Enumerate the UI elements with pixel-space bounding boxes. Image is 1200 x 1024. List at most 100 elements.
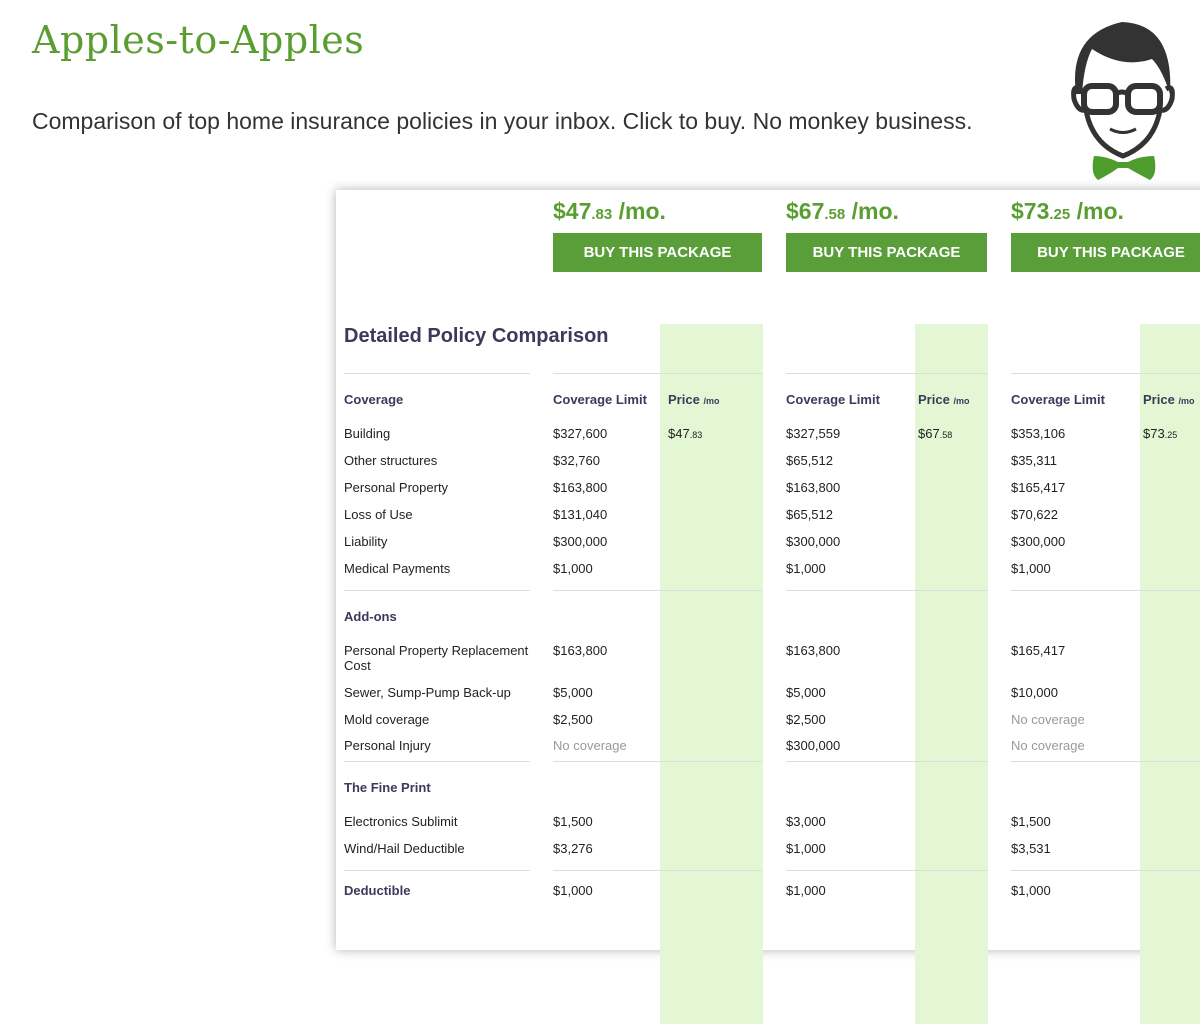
price-label: Price <box>668 392 700 407</box>
coverage-limit-value: $327,559 <box>786 426 841 441</box>
column-header-coverage-limit: Coverage Limit <box>553 392 647 407</box>
coverage-limit-value: $163,800 <box>786 643 841 658</box>
coverage-limit-value: $300,000 <box>1011 534 1066 549</box>
coverage-limit-value: $1,000 <box>786 883 826 898</box>
price-dollars: $73 <box>1011 198 1050 224</box>
divider <box>786 590 988 591</box>
divider <box>344 590 530 591</box>
row-label: Electronics Sublimit <box>344 814 458 829</box>
coverage-limit-value: $300,000 <box>786 738 841 753</box>
coverage-limit-value: $165,417 <box>1011 643 1066 658</box>
coverage-limit-value: $32,760 <box>553 453 600 468</box>
coverage-limit-value: $1,000 <box>786 841 826 856</box>
divider <box>553 373 763 374</box>
coverage-limit-value: $5,000 <box>553 685 593 700</box>
coverage-limit-value: $1,000 <box>786 561 826 576</box>
buy-package-button[interactable]: BUY THIS PACKAGE <box>1011 233 1200 272</box>
coverage-limit-value: $1,500 <box>553 814 593 829</box>
column-header-coverage-limit: Coverage Limit <box>786 392 880 407</box>
column-header-price: Price /mo <box>1143 392 1194 409</box>
price-unit: /mo <box>953 396 970 406</box>
monthly-price-value: $67.58 <box>918 426 952 443</box>
plan-price: $73.25 /mo. <box>1011 198 1124 225</box>
price-dollars: $47 <box>553 198 592 224</box>
page-title: Apples-to-Apples <box>32 18 365 62</box>
coverage-limit-value: $300,000 <box>786 534 841 549</box>
coverage-limit-value: $163,800 <box>553 643 608 658</box>
coverage-limit-value: $163,800 <box>786 480 841 495</box>
coverage-limit-value: $1,000 <box>553 883 593 898</box>
nerd-mascot-icon <box>1071 22 1175 180</box>
coverage-limit-value: $5,000 <box>786 685 826 700</box>
row-label: Personal Property Replacement Cost <box>344 643 529 673</box>
price-unit: /mo. <box>1070 198 1124 224</box>
divider <box>786 870 988 871</box>
price-cents: .25 <box>1049 206 1071 223</box>
page-subtitle: Comparison of top home insurance policie… <box>32 108 973 134</box>
price-unit: /mo. <box>845 198 899 224</box>
coverage-limit-value: $3,531 <box>1011 841 1051 856</box>
section-label: The Fine Print <box>344 780 431 795</box>
divider <box>1011 870 1200 871</box>
section-heading: Detailed Policy Comparison <box>344 325 609 347</box>
comparison-card: Detailed Policy Comparison $47.83 /mo. BU… <box>336 190 1200 1024</box>
section-label: Deductible <box>344 883 411 898</box>
divider <box>786 373 988 374</box>
coverage-limit-value: $1,000 <box>1011 883 1051 898</box>
row-label: Medical Payments <box>344 561 451 576</box>
monthly-price-value: $73.25 <box>1143 426 1177 443</box>
coverage-limit-value: $131,040 <box>553 507 608 522</box>
divider <box>1011 590 1200 591</box>
price-unit: /mo <box>1178 396 1195 406</box>
divider <box>344 870 530 871</box>
coverage-limit-value: $65,512 <box>786 453 833 468</box>
coverage-limit-value: $3,276 <box>553 841 593 856</box>
price-cents: .83 <box>591 206 613 223</box>
price-cents: .58 <box>824 206 846 223</box>
price-cents: .83 <box>689 430 703 440</box>
row-label: Sewer, Sump-Pump Back-up <box>344 685 511 700</box>
column-header-price: Price /mo <box>668 392 719 409</box>
price-dollars: $67 <box>786 198 825 224</box>
price-cents: .58 <box>939 430 953 440</box>
coverage-limit-value: $2,500 <box>553 712 593 727</box>
coverage-limit-value: $70,622 <box>1011 507 1058 522</box>
divider <box>344 373 530 374</box>
price-cents: .25 <box>1164 430 1178 440</box>
row-label: Mold coverage <box>344 712 430 727</box>
coverage-limit-value: $65,512 <box>786 507 833 522</box>
coverage-limit-value: $327,600 <box>553 426 608 441</box>
coverage-limit-value: $3,000 <box>786 814 826 829</box>
coverage-limit-value: $1,000 <box>553 561 593 576</box>
divider <box>344 761 530 762</box>
price-unit: /mo <box>703 396 720 406</box>
divider <box>1011 373 1200 374</box>
coverage-limit-value: $10,000 <box>1011 685 1058 700</box>
price-dollars: $73 <box>1143 426 1165 441</box>
buy-package-button[interactable]: BUY THIS PACKAGE <box>553 233 762 272</box>
divider <box>553 870 763 871</box>
coverage-limit-value: $300,000 <box>553 534 608 549</box>
coverage-limit-value: $1,000 <box>1011 561 1051 576</box>
section-label: Coverage <box>344 392 404 407</box>
price-label: Price <box>918 392 950 407</box>
row-label: Loss of Use <box>344 507 413 522</box>
section-label: Add-ons <box>344 609 397 624</box>
price-label: Price <box>1143 392 1175 407</box>
price-dollars: $67 <box>918 426 940 441</box>
row-label: Personal Injury <box>344 738 431 753</box>
coverage-limit-value: $1,500 <box>1011 814 1051 829</box>
row-label: Liability <box>344 534 388 549</box>
row-label: Personal Property <box>344 480 449 495</box>
divider <box>786 761 988 762</box>
divider <box>553 761 763 762</box>
plan-price: $47.83 /mo. <box>553 198 666 225</box>
coverage-limit-value: $163,800 <box>553 480 608 495</box>
plan-price: $67.58 /mo. <box>786 198 899 225</box>
row-label: Wind/Hail Deductible <box>344 841 465 856</box>
coverage-limit-value: $353,106 <box>1011 426 1066 441</box>
column-header-coverage-limit: Coverage Limit <box>1011 392 1105 407</box>
buy-package-button[interactable]: BUY THIS PACKAGE <box>786 233 987 272</box>
coverage-limit-value: $165,417 <box>1011 480 1066 495</box>
coverage-limit-value: $2,500 <box>786 712 826 727</box>
